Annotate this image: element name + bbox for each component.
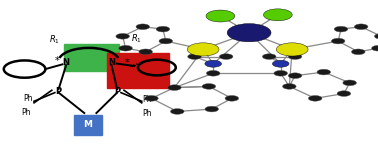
Text: N: N — [63, 58, 70, 67]
Circle shape — [276, 43, 308, 56]
Circle shape — [288, 73, 302, 78]
Circle shape — [263, 9, 292, 21]
Circle shape — [205, 106, 218, 112]
Circle shape — [262, 54, 276, 59]
Circle shape — [317, 69, 331, 75]
Circle shape — [167, 85, 181, 90]
Circle shape — [205, 60, 222, 67]
Bar — [107, 53, 169, 88]
Text: *: * — [124, 58, 129, 68]
Circle shape — [116, 33, 130, 39]
Text: $R_1$: $R_1$ — [131, 32, 141, 45]
Bar — [64, 44, 119, 71]
Text: P: P — [56, 87, 62, 96]
Circle shape — [156, 26, 170, 32]
Circle shape — [337, 91, 351, 96]
Circle shape — [352, 49, 365, 55]
Circle shape — [145, 95, 158, 101]
Text: M: M — [84, 120, 92, 129]
Bar — [74, 115, 102, 135]
Circle shape — [332, 38, 345, 44]
Circle shape — [288, 54, 302, 59]
Circle shape — [202, 84, 216, 89]
Circle shape — [188, 54, 201, 59]
Circle shape — [282, 84, 296, 89]
Circle shape — [343, 80, 356, 86]
Circle shape — [139, 49, 152, 55]
Text: $R_1$: $R_1$ — [50, 34, 60, 46]
Text: Ph: Ph — [142, 109, 152, 118]
Circle shape — [187, 43, 219, 56]
Circle shape — [206, 10, 235, 22]
Circle shape — [206, 70, 220, 76]
Circle shape — [273, 60, 289, 67]
Circle shape — [170, 109, 184, 114]
Text: Ph: Ph — [23, 94, 33, 103]
Circle shape — [159, 38, 173, 44]
Circle shape — [375, 33, 378, 39]
Circle shape — [354, 24, 368, 30]
Circle shape — [119, 45, 132, 51]
Text: P: P — [114, 87, 120, 96]
Text: Ph: Ph — [22, 108, 31, 117]
Circle shape — [136, 24, 150, 30]
Text: Ph: Ph — [142, 95, 152, 104]
Circle shape — [225, 95, 239, 101]
Text: *: * — [54, 56, 59, 66]
Circle shape — [227, 24, 271, 42]
Circle shape — [219, 54, 233, 59]
Circle shape — [372, 45, 378, 51]
Text: N: N — [108, 58, 115, 67]
Circle shape — [274, 70, 288, 76]
Circle shape — [308, 95, 322, 101]
Circle shape — [334, 26, 348, 32]
